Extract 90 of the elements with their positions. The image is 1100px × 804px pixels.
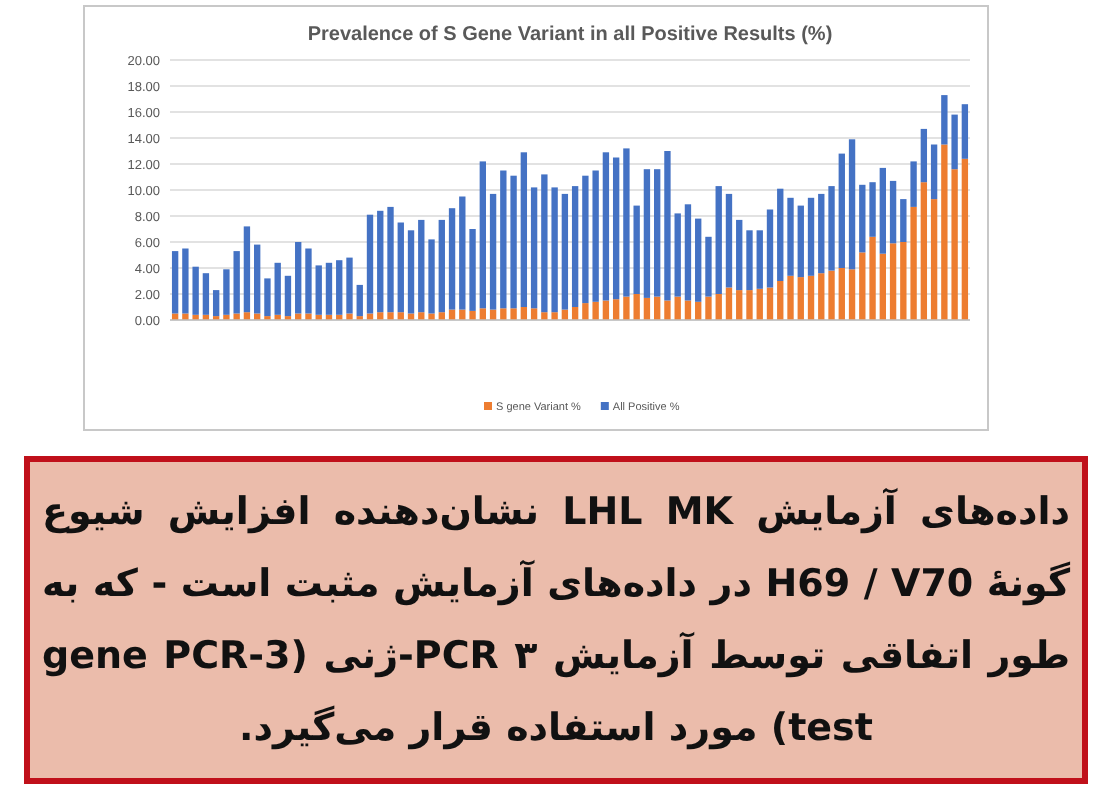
text: داده‌های آزمایش LHL MK نشان‌دهنده افزایش شیوع گونهٔ H69 / V70 در داده‌های آزمایش مثبت است - که به طور اتفاقی توسط آزمایش PCR ۳-ژنی (3-gene PCR test) مورد استفاده قرار می‌گیرد. (42, 486, 1071, 754)
bar (254, 244, 261, 314)
bar (797, 205, 804, 278)
bar (356, 284, 363, 317)
bar (684, 204, 692, 301)
bar (848, 139, 856, 270)
bar (715, 186, 722, 294)
bar (756, 230, 763, 289)
bar (561, 193, 569, 310)
chart-title: Prevalence of S Gene Variant in all Positive Results (%) (307, 24, 833, 46)
bar (274, 262, 281, 315)
bar (428, 239, 435, 314)
bar (459, 196, 466, 310)
bar (787, 197, 794, 276)
bar (930, 199, 938, 320)
bar (807, 275, 815, 320)
bar (438, 219, 445, 313)
bar (961, 104, 969, 159)
bar (284, 275, 292, 317)
bar (889, 180, 897, 244)
bar (838, 268, 845, 320)
bar (664, 151, 671, 301)
bar (920, 182, 928, 320)
bar (407, 230, 415, 314)
bar (325, 262, 333, 315)
bar (489, 193, 497, 310)
bar (612, 157, 620, 300)
bar (777, 281, 784, 320)
bar (469, 310, 476, 320)
bar (920, 128, 928, 183)
bar (715, 294, 722, 320)
bar (418, 219, 425, 313)
bar (602, 152, 610, 301)
bar (930, 144, 938, 200)
bar (212, 290, 220, 317)
bar (530, 187, 538, 309)
bar (797, 277, 804, 320)
bar (469, 229, 476, 311)
bar (705, 296, 712, 320)
bar (869, 236, 876, 320)
bar (366, 214, 374, 314)
bar (305, 248, 312, 314)
bar (736, 290, 743, 320)
bar (879, 167, 886, 254)
bar (171, 251, 179, 314)
bar (869, 182, 876, 237)
bar (643, 169, 651, 298)
bar (818, 193, 825, 274)
bar (397, 222, 404, 313)
bar (377, 210, 384, 313)
bar (571, 186, 579, 307)
bar (654, 169, 661, 297)
bar (756, 288, 763, 320)
bar (828, 270, 835, 320)
bar (725, 287, 733, 320)
bar (787, 275, 794, 320)
bar (387, 206, 394, 313)
bar (848, 269, 856, 320)
bar (315, 265, 322, 315)
bar (859, 252, 866, 320)
bar (725, 193, 733, 288)
bar (479, 161, 486, 309)
bar (674, 213, 681, 297)
bar (746, 290, 753, 320)
bar (448, 208, 456, 310)
bar (695, 218, 702, 302)
bar (766, 287, 774, 320)
bar (766, 209, 774, 288)
bar (736, 219, 743, 291)
bar (295, 242, 302, 314)
bar (879, 253, 886, 320)
bar (243, 226, 251, 313)
bar (705, 236, 712, 297)
bar (612, 299, 620, 320)
bar (818, 273, 825, 320)
bar (838, 153, 845, 268)
bar (664, 300, 671, 320)
bar (387, 312, 394, 320)
bar (336, 260, 343, 315)
bar (202, 273, 210, 315)
bar (889, 243, 897, 320)
bar (828, 186, 835, 271)
bar (859, 184, 866, 253)
bar (264, 278, 271, 317)
bar (961, 158, 969, 320)
bar (807, 197, 815, 276)
bar (520, 152, 528, 307)
bar (777, 188, 784, 281)
bar (746, 230, 753, 291)
bar (346, 257, 353, 314)
